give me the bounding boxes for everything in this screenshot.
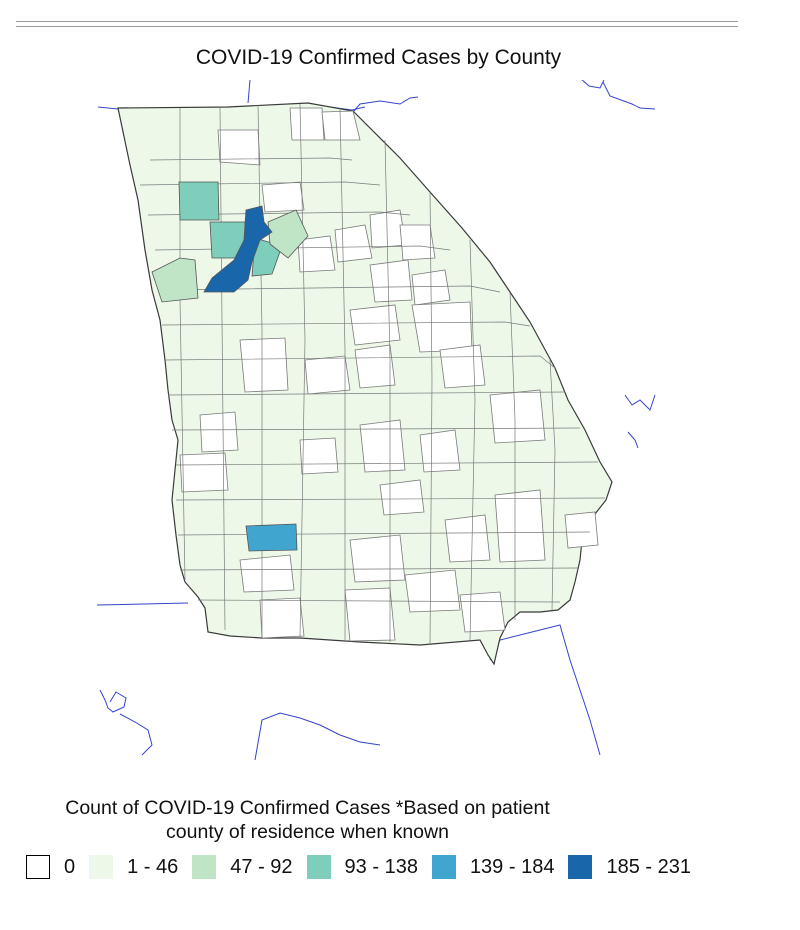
county-47-92-b [151,257,199,303]
legend-item-2: 47 - 92 [192,855,293,879]
legend-title-line2: county of residence when known [166,821,449,843]
legend-item-4: 139 - 184 [431,855,555,879]
county-139-184 [245,523,298,552]
nc-sc-line [352,96,419,113]
legend-label-0: 0 [64,855,76,878]
sc-northeast-line [581,80,605,89]
gulf-coast-line-2 [119,713,153,756]
top-divider [16,21,738,27]
county-93-138-a [178,181,220,221]
legend-swatch-4 [431,855,456,879]
legend-label-3: 93 - 138 [344,855,418,878]
gulf-coast-line [99,689,127,713]
zero-case-counties [179,107,599,642]
florida-panhandle-line [254,712,381,761]
legend-label-5: 185 - 231 [606,855,691,878]
legend-label-2: 47 - 92 [230,855,293,878]
georgia-state [117,102,613,666]
east-coast-marks [624,394,656,411]
legend-item-5: 185 - 231 [568,855,691,879]
legend-swatch-0 [26,855,50,879]
legend-label-1: 1 - 46 [127,855,179,878]
tennessee-nc-line [247,80,251,104]
legend-title: Count of COVID-19 Confirmed Cases *Based… [0,796,615,844]
legend-swatch-3 [306,855,331,879]
florida-line [489,624,601,756]
legend-item-0: 0 [26,855,75,879]
highlighted-counties [151,181,309,552]
legend-swatch-2 [192,855,217,879]
map-title: COVID-19 Confirmed Cases by County [195,46,562,69]
legend-swatch-5 [568,855,593,879]
east-coast-marks-2 [627,431,639,449]
sc-coast-line [602,81,656,110]
legend: 0 1 - 46 47 - 92 93 - 138 139 - 184 185 … [26,852,705,882]
legend-swatch-1 [89,855,114,879]
county-47-92-a [267,209,309,259]
legend-title-line1: Count of COVID-19 Confirmed Cases *Based… [65,797,550,819]
alabama-bottom-line [96,602,189,606]
georgia-county-map [96,80,656,761]
legend-item-3: 93 - 138 [306,855,418,879]
county-185-231 [203,205,273,293]
county-borders [139,103,606,646]
legend-item-1: 1 - 46 [89,855,178,879]
legend-label-4: 139 - 184 [469,855,555,878]
